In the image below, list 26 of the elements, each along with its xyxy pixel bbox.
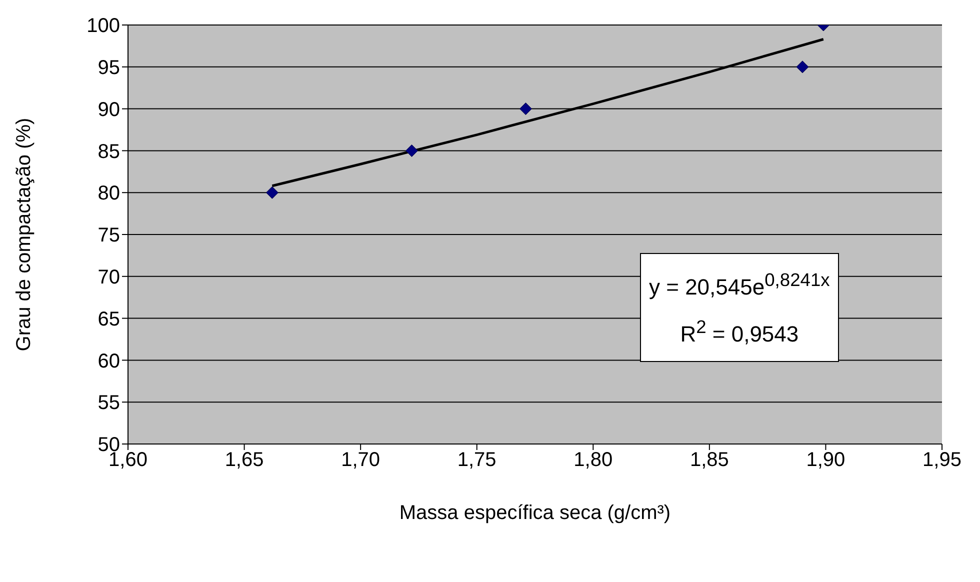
point [796, 60, 809, 74]
x-tick-label: 1,65 [224, 449, 264, 472]
y-tick-label: 95 [98, 57, 120, 79]
point [519, 102, 532, 116]
x-tick-label: 1,80 [574, 449, 613, 472]
y-tick-label: 100 [86, 15, 120, 38]
y-tick-label: 65 [98, 308, 120, 330]
y-tick-label: 60 [98, 350, 120, 372]
equation-box: y = 20,545e$^{0,8241x}$ R$^{2}$ = 0,9543 [640, 253, 839, 362]
point [405, 144, 418, 157]
x-tick-label: 1,75 [457, 449, 496, 472]
x-tick-label: 1,70 [341, 449, 380, 472]
y-tick-label: 85 [98, 140, 120, 163]
annotation: R$^{2}$ = 0,9543 [679, 315, 800, 349]
point [266, 186, 278, 199]
y-tick-label: 90 [98, 98, 120, 121]
annotation: y = 20,545e$^{0,8241x}$ [649, 268, 830, 302]
x-tick-label: 1,85 [690, 449, 729, 472]
y-tick-label: 55 [98, 392, 120, 414]
x-axis-title: Massa específica seca (g/cm³) [399, 502, 671, 524]
y-axis-title: Grau de compactação (%) [13, 118, 36, 352]
y-tick-label: 70 [98, 266, 120, 288]
y-tick-label: 80 [98, 182, 120, 205]
y-tick-label: 75 [98, 224, 120, 247]
x-tick-label: 1,90 [806, 449, 846, 472]
x-tick-label: 1,95 [922, 449, 962, 472]
